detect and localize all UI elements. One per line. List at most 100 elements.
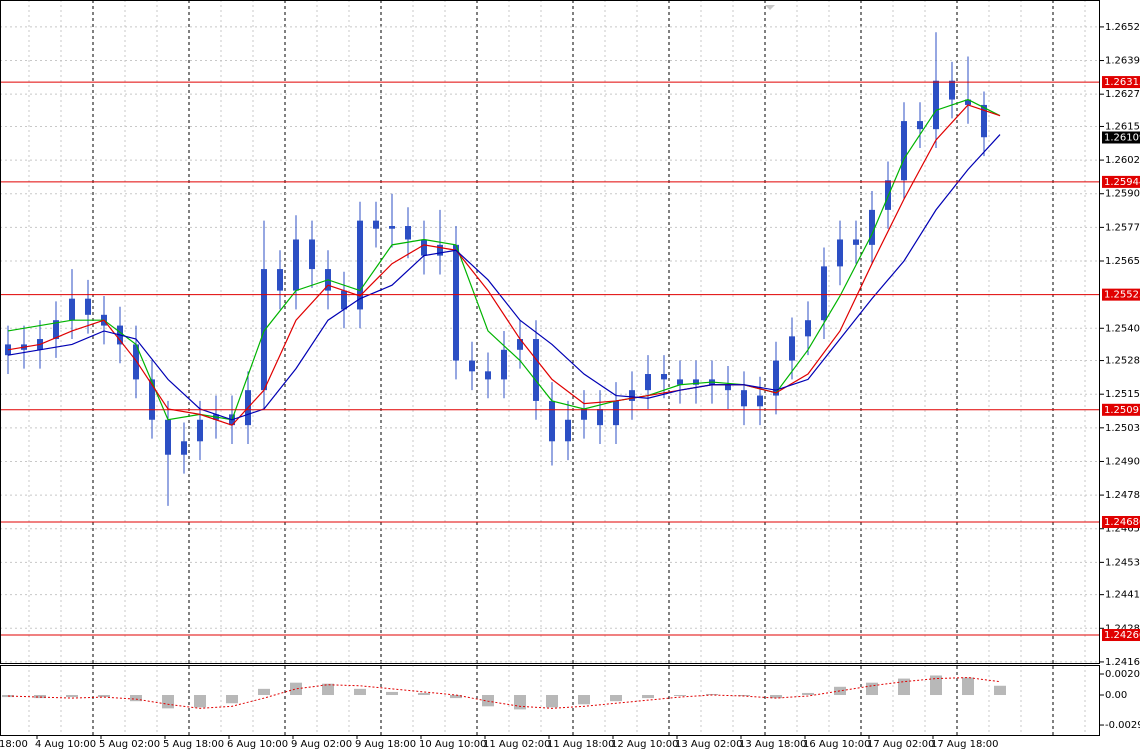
candle-body [277,269,283,291]
y-tick-label: 1.25900 [1105,189,1140,200]
x-tick-label: 5 Aug 18:00 [163,739,224,750]
moving-average [7,134,1001,421]
osc-bar [834,686,846,696]
osc-bar [130,695,142,702]
osc-bar [866,682,878,696]
level-label: 1.24680 [1104,517,1140,528]
candle-body [69,298,75,321]
candle-body [661,374,667,380]
main-frame [0,0,1100,664]
candle-body [501,349,507,380]
y-tick-label: 1.24160 [1105,657,1140,668]
candle-body [485,371,491,380]
candle-body [341,290,347,310]
candle-body [757,395,763,407]
candle-body [405,226,411,240]
level-label-box [1102,516,1140,529]
candle-body [677,379,683,385]
osc-bar [514,695,526,710]
x-tick-label: 16 Aug 10:00 [803,739,870,750]
osc-bar [770,695,782,699]
y-tick-label: 1.24530 [1105,557,1140,568]
moving-average [7,98,1001,421]
x-tick-label: 11 Aug 18:00 [547,739,614,750]
y-tick-label: 1.26520 [1105,22,1140,33]
candle-body [565,419,571,442]
candle-body [53,320,59,340]
osc-bar [66,695,78,698]
osc-bar [642,695,654,699]
osc-bar [290,682,302,696]
candle-body [725,384,731,391]
x-tick-label: 11 Aug 02:00 [483,739,550,750]
y-tick-label: 1.26270 [1105,89,1140,100]
level-label-box [1102,288,1140,301]
osc-bar [802,692,814,696]
osc-signal [7,677,1001,709]
candle-body [789,336,795,361]
y-tick-label: 1.25775 [1105,222,1140,233]
candle-body [389,226,395,229]
candle-body [917,121,923,130]
y-tick-label: 1.25030 [1105,423,1140,434]
y-tick-label: 1.24410 [1105,590,1140,601]
x-tick-label: 4 Aug 10:00 [35,739,96,750]
y-tick-label: 1.25280 [1105,356,1140,367]
candle-body [853,239,859,245]
osc-bar [674,695,686,697]
candle-body [469,360,475,372]
osc-bar [930,675,942,696]
x-tick-label: 18:00 [0,739,28,750]
candle-body [373,220,379,229]
grid [0,0,1100,735]
level-label: 1.25097 [1104,405,1140,416]
candle-body [85,298,91,315]
osc-bar [578,695,590,705]
candle-body [197,419,203,442]
level-label: 1.25525 [1104,290,1140,301]
price-label: 1.26109 [1104,132,1140,143]
osc-bar [258,688,270,696]
osc-bar [226,695,238,704]
level-label: 1.25944 [1104,177,1140,188]
candle-body [309,239,315,270]
candle-body [421,239,427,256]
candle-body [965,99,971,105]
x-tick-label: 13 Aug 02:00 [675,739,742,750]
y-tick-label: 1.26150 [1105,121,1140,132]
candle-body [613,400,619,426]
candle-body [693,379,699,385]
y-tick-label: 1.25155 [1105,389,1140,400]
osc-tick-label: 0.00 [1105,690,1127,701]
candle-body [773,360,779,396]
candle-body [949,80,955,100]
shift-marker [765,5,775,10]
osc-bar [706,693,718,696]
plot [0,32,1100,636]
candle-body [149,379,155,420]
candle-body [517,339,523,350]
candle-body [165,419,171,455]
candle-body [597,408,603,426]
x-tick-label: 17 Aug 02:00 [867,739,934,750]
osc-bar [962,677,974,696]
x-tick-label: 5 Aug 02:00 [99,739,160,750]
level-label-box [1102,175,1140,188]
osc-tick-label: -0.00292 [1105,720,1140,731]
y-tick-label: 1.26395 [1105,56,1140,67]
level-label-box [1102,403,1140,416]
candle-body [741,390,747,407]
level-label: 1.24260 [1104,630,1140,641]
candle-body [533,339,539,401]
candle-body [629,390,635,401]
osc-bar [162,695,174,709]
osc-bar [194,695,206,708]
candle-body [293,239,299,291]
y-tick-label: 1.24905 [1105,456,1140,467]
candle-body [437,244,443,256]
osc-bar [898,678,910,696]
osc-bar [98,695,110,698]
y-tick-label: 1.25400 [1105,323,1140,334]
x-tick-label: 12 Aug 10:00 [611,739,678,750]
